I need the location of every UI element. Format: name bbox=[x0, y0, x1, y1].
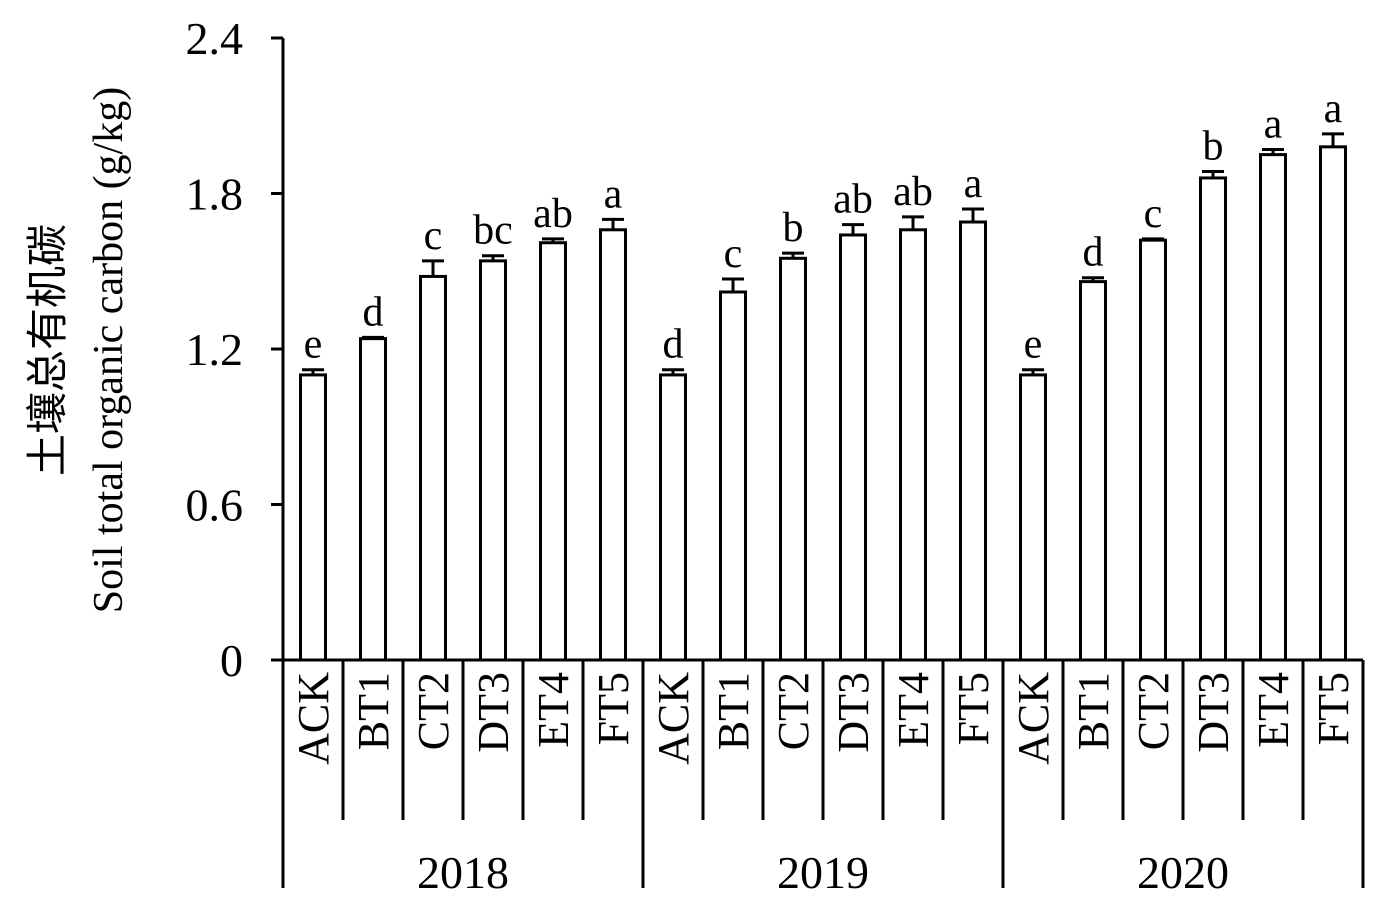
significance-letter: e bbox=[304, 322, 323, 368]
labels: 00.61.21.82.4eACKdBT1cCT2bcDT3abET4aFT52… bbox=[186, 13, 1359, 898]
significance-letter: a bbox=[1264, 101, 1283, 147]
x-category-label: FT5 bbox=[1309, 672, 1358, 745]
significance-letter: c bbox=[1144, 191, 1163, 237]
x-category-label: CT2 bbox=[1129, 672, 1178, 750]
bar-2019-CT2 bbox=[779, 256, 807, 662]
x-category-label: FT5 bbox=[949, 672, 998, 745]
bar-2018-FT5 bbox=[599, 228, 627, 662]
x-category-label: DT3 bbox=[469, 672, 518, 753]
significance-letter: d bbox=[363, 289, 384, 335]
y-axis-title: 土壤总有机碳 Soil total organic carbon (g/kg) bbox=[25, 87, 132, 613]
x-category-label: ET4 bbox=[529, 672, 578, 748]
bar-2019-BT1 bbox=[719, 290, 747, 662]
significance-letter: a bbox=[604, 171, 623, 217]
bar-2020-ACK bbox=[1019, 373, 1047, 662]
significance-letter: e bbox=[1024, 322, 1043, 368]
x-group-label: 2018 bbox=[417, 847, 509, 898]
x-category-label: CT2 bbox=[769, 672, 818, 750]
x-category-label: ET4 bbox=[1249, 672, 1298, 748]
x-category-label: DT3 bbox=[1189, 672, 1238, 753]
bar-2019-ACK bbox=[659, 373, 687, 662]
x-category-label: BT1 bbox=[709, 672, 758, 750]
y-tick-label: 0.6 bbox=[186, 480, 244, 531]
x-category-label: ACK bbox=[289, 672, 338, 765]
significance-letter: a bbox=[1324, 86, 1343, 132]
significance-letter: bc bbox=[473, 208, 513, 254]
significance-letter: d bbox=[1083, 230, 1104, 276]
significance-letter: d bbox=[663, 322, 684, 368]
bar-2018-BT1 bbox=[359, 337, 387, 662]
bar-2018-ET4 bbox=[539, 241, 567, 662]
y-tick-label: 0 bbox=[220, 635, 243, 686]
bar-2020-FT5 bbox=[1319, 145, 1347, 662]
significance-letter: c bbox=[724, 231, 743, 277]
significance-letter: ab bbox=[893, 169, 933, 215]
x-group-label: 2019 bbox=[777, 847, 869, 898]
axes bbox=[271, 36, 1365, 888]
x-category-label: BT1 bbox=[1069, 672, 1118, 750]
x-category-label: ACK bbox=[1009, 672, 1058, 765]
x-category-label: CT2 bbox=[409, 672, 458, 750]
y-tick-label: 1.2 bbox=[186, 324, 244, 375]
bar-2019-DT3 bbox=[839, 233, 867, 662]
y-axis-label-cn: 土壤总有机碳 bbox=[25, 224, 72, 476]
x-group-label: 2020 bbox=[1137, 847, 1229, 898]
bar-2018-CT2 bbox=[419, 274, 447, 662]
y-tick-label: 2.4 bbox=[186, 13, 244, 64]
x-category-label: FT5 bbox=[589, 672, 638, 745]
x-category-label: BT1 bbox=[349, 672, 398, 750]
significance-letter: a bbox=[964, 161, 983, 207]
bar-2020-CT2 bbox=[1139, 238, 1167, 662]
bar-2018-ACK bbox=[299, 373, 327, 662]
x-category-label: ACK bbox=[649, 672, 698, 765]
bars bbox=[299, 132, 1347, 662]
y-tick-label: 1.8 bbox=[186, 169, 244, 220]
significance-letter: ab bbox=[533, 191, 573, 237]
bar-2020-DT3 bbox=[1199, 176, 1227, 662]
bar-2020-ET4 bbox=[1259, 153, 1287, 662]
significance-letter: b bbox=[783, 205, 804, 251]
x-category-label: ET4 bbox=[889, 672, 938, 748]
x-category-label: DT3 bbox=[829, 672, 878, 753]
significance-letter: b bbox=[1203, 123, 1224, 169]
significance-letter: c bbox=[424, 213, 443, 259]
significance-letter: ab bbox=[833, 177, 873, 223]
bar-2019-ET4 bbox=[899, 228, 927, 662]
y-axis-label: Soil total organic carbon (g/kg) bbox=[86, 87, 132, 613]
bar-2018-DT3 bbox=[479, 259, 507, 662]
bar-2020-BT1 bbox=[1079, 280, 1107, 662]
bar-2019-FT5 bbox=[959, 220, 987, 662]
